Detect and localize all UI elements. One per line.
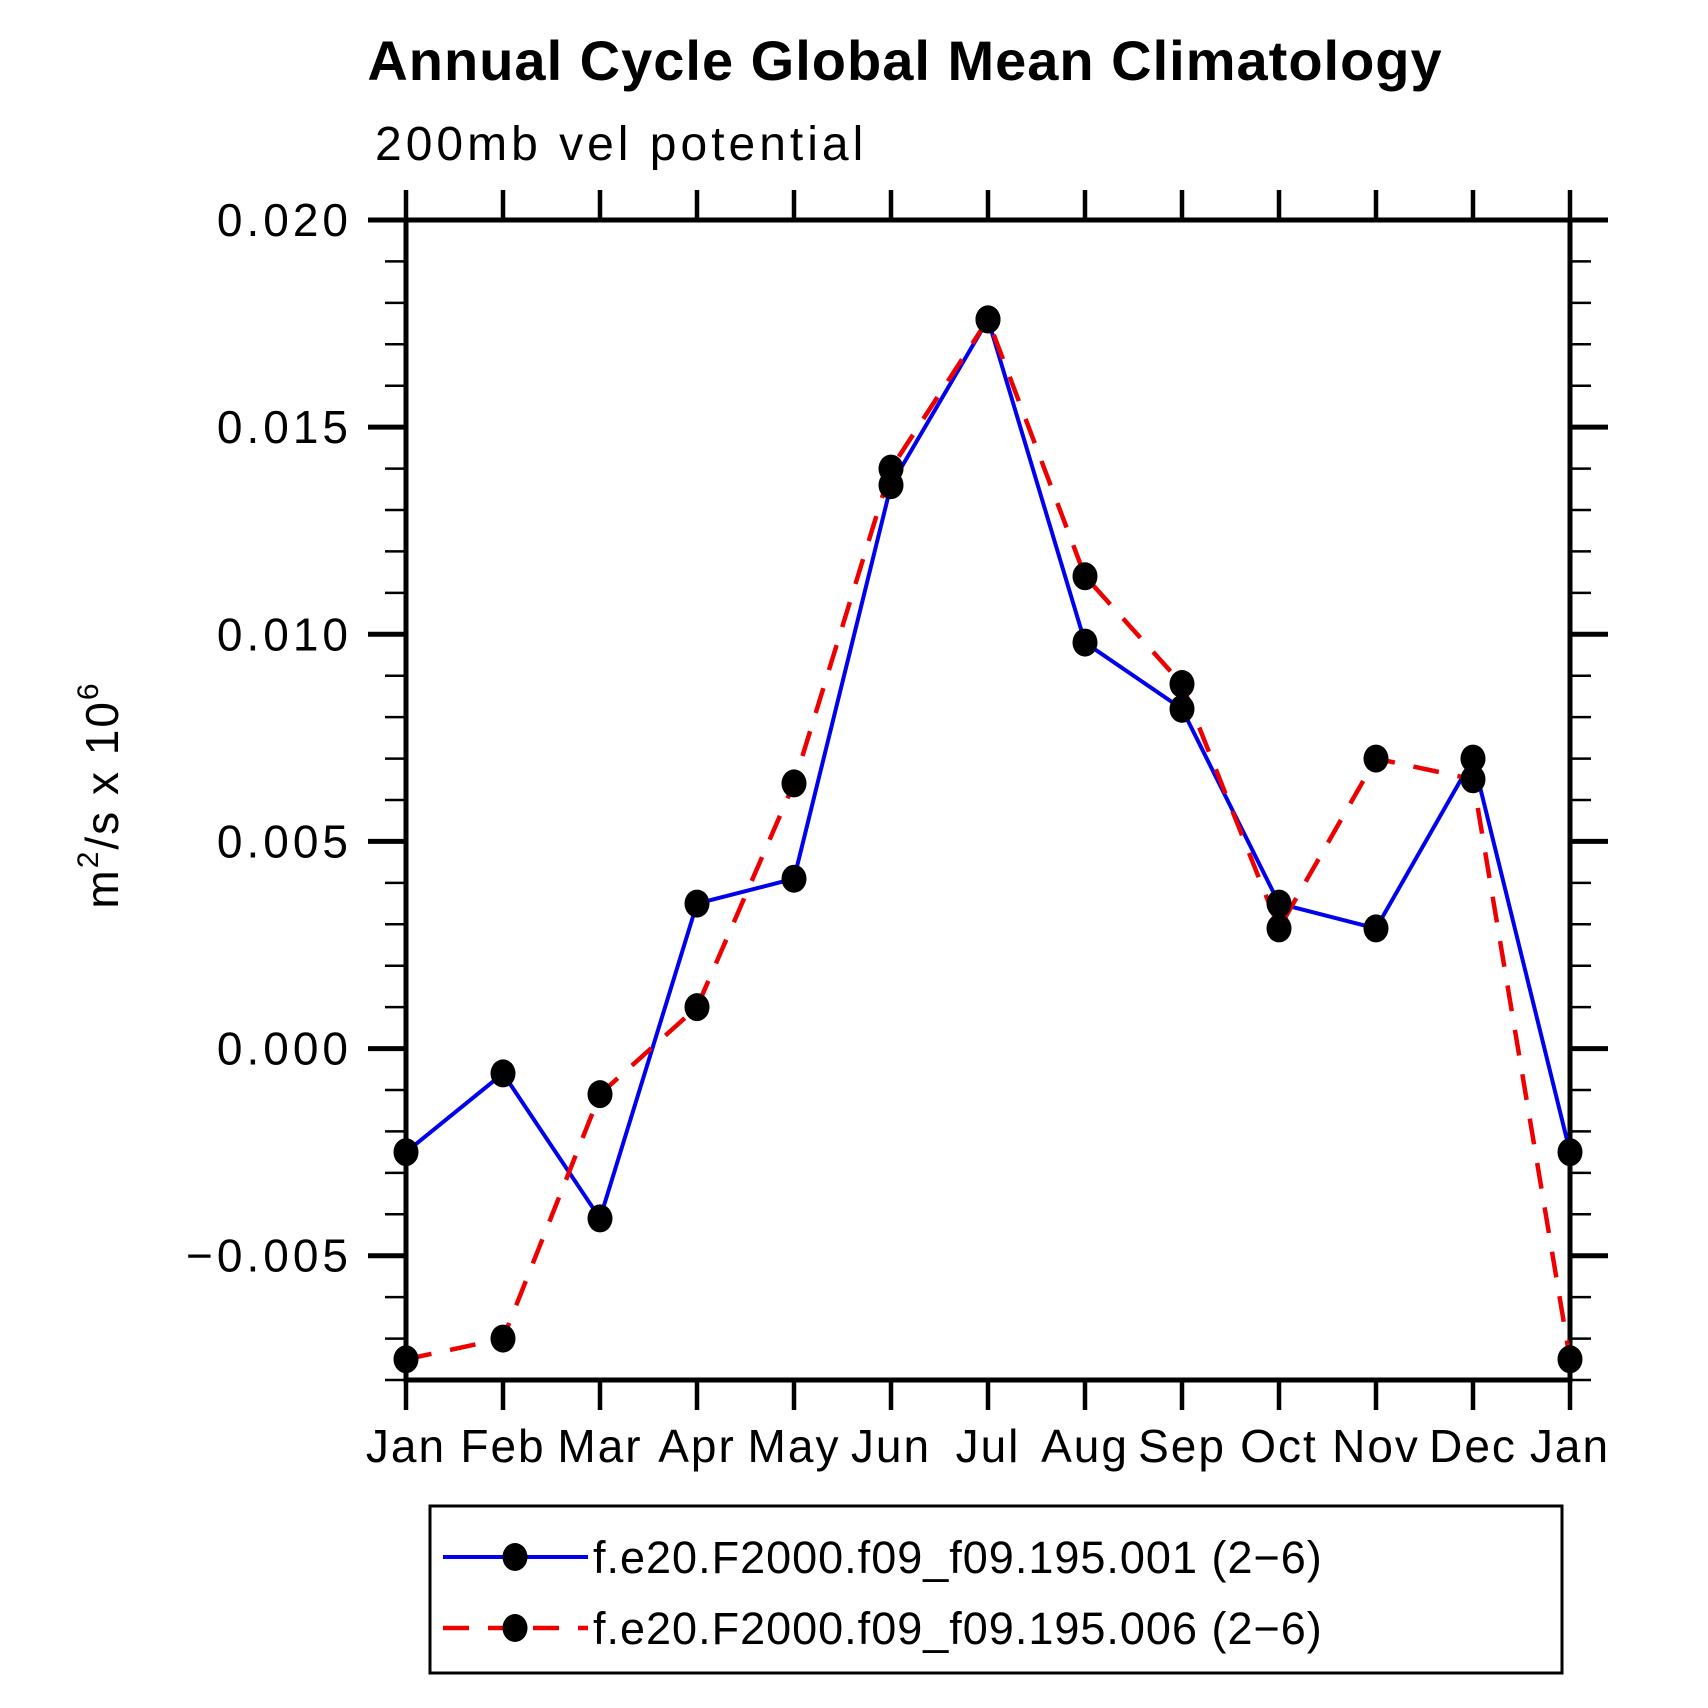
series-line-1 — [405, 317, 1573, 1362]
y-tick-label: 0.015 — [217, 401, 352, 453]
x-tick-label: Feb — [460, 1420, 545, 1472]
data-point-marker — [1363, 744, 1389, 773]
x-tick-label: Jan — [1530, 1420, 1610, 1472]
x-tick-label: Apr — [658, 1420, 736, 1472]
data-series — [393, 305, 1583, 1374]
data-point-marker — [1266, 889, 1292, 918]
legend: f.e20.F2000.f09_f09.195.001 (2−6) f.e20.… — [428, 1504, 1564, 1675]
data-point-marker — [393, 1345, 419, 1374]
chart-subtitle: 200mb vel potential — [375, 118, 867, 171]
y-tick-label: −0.005 — [186, 1230, 352, 1282]
legend-item-006: f.e20.F2000.f09_f09.195.006 (2−6) — [443, 1603, 1323, 1654]
data-point-marker — [684, 993, 710, 1022]
legend-marker-icon — [502, 1614, 528, 1642]
series-line-0 — [404, 317, 1572, 1221]
plot-box — [403, 217, 1573, 1383]
legend-item-001: f.e20.F2000.f09_f09.195.001 (2−6) — [443, 1532, 1323, 1583]
x-tick-label: Jun — [851, 1420, 931, 1472]
x-tick-label: Mar — [557, 1420, 642, 1472]
axes — [368, 190, 1608, 1410]
legend-box — [428, 1504, 1564, 1675]
y-tick-label: 0.000 — [217, 1023, 352, 1075]
x-tick-label: Sep — [1138, 1420, 1226, 1472]
data-point-marker — [1266, 914, 1292, 943]
data-point-marker — [1460, 765, 1486, 794]
data-point-marker — [1460, 744, 1486, 773]
data-point-marker — [878, 454, 904, 483]
legend-label-001: f.e20.F2000.f09_f09.195.001 (2−6) — [593, 1532, 1323, 1583]
data-point-marker — [1169, 670, 1195, 698]
y-tick-label: 0.010 — [217, 608, 352, 660]
x-tick-label: Jul — [956, 1420, 1021, 1472]
data-point-marker — [1557, 1345, 1583, 1374]
x-tick-label: Dec — [1429, 1420, 1517, 1472]
data-point-marker — [587, 1080, 613, 1109]
data-point-marker — [684, 889, 710, 918]
x-tick-label: May — [748, 1420, 841, 1472]
data-point-marker — [1072, 562, 1098, 591]
data-point-marker — [587, 1204, 613, 1233]
data-point-marker — [975, 305, 1001, 334]
x-tick-label: Oct — [1240, 1420, 1318, 1472]
legend-label-006: f.e20.F2000.f09_f09.195.006 (2−6) — [593, 1603, 1323, 1654]
data-point-marker — [1557, 1138, 1583, 1167]
y-axis-title: m2/s x 106 — [72, 681, 128, 908]
x-tick-label: Aug — [1041, 1420, 1129, 1472]
data-point-marker — [490, 1059, 516, 1088]
data-point-marker — [781, 769, 807, 798]
data-point-marker — [1363, 914, 1389, 943]
y-tick-label: 0.020 — [217, 194, 352, 246]
data-point-marker — [393, 1138, 419, 1167]
data-point-marker — [1169, 694, 1195, 723]
legend-marker-icon — [502, 1543, 528, 1571]
y-tick-label: 0.005 — [217, 815, 352, 867]
x-tick-label: Nov — [1332, 1420, 1420, 1472]
data-point-marker — [490, 1324, 516, 1353]
chart-title: Annual Cycle Global Mean Climatology — [367, 29, 1442, 92]
axis-labels: 0.020 0.015 0.010 0.005 0.000 −0.005 Jan Feb Mar… — [186, 194, 1610, 1472]
data-point-marker — [1072, 628, 1098, 657]
x-tick-label: Jan — [366, 1420, 446, 1472]
data-point-marker — [781, 864, 807, 893]
